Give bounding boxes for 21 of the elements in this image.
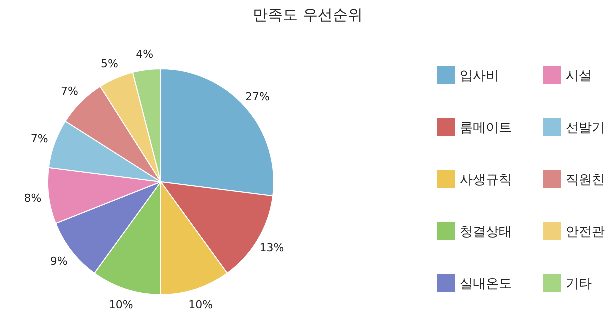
legend-label: 실내온도 bbox=[460, 277, 512, 292]
data-label: 13% bbox=[260, 242, 284, 255]
legend-label: 시설 bbox=[566, 69, 592, 84]
chart-title: 만족도 우선순위 bbox=[253, 6, 363, 24]
legend-label: 안전관 bbox=[566, 225, 605, 240]
data-label: 27% bbox=[246, 90, 270, 104]
data-label: 9% bbox=[50, 255, 68, 268]
legend-label: 사생규칙 bbox=[460, 173, 512, 188]
legend-label: 룸메이트 bbox=[460, 121, 512, 136]
data-label: 10% bbox=[188, 298, 214, 312]
legend-label: 직원친 bbox=[566, 173, 605, 188]
legend-label: 입사비 bbox=[460, 69, 499, 84]
data-label: 8% bbox=[24, 192, 42, 206]
legend-label: 기타 bbox=[566, 277, 592, 292]
legend-label: 선발기 bbox=[566, 121, 605, 136]
legend-label: 청결상태 bbox=[460, 225, 512, 240]
data-label: 10% bbox=[108, 298, 134, 312]
data-label: 4% bbox=[136, 48, 154, 62]
data-label: 7% bbox=[61, 84, 79, 98]
data-label: 5% bbox=[101, 58, 118, 71]
data-label: 7% bbox=[30, 132, 48, 146]
